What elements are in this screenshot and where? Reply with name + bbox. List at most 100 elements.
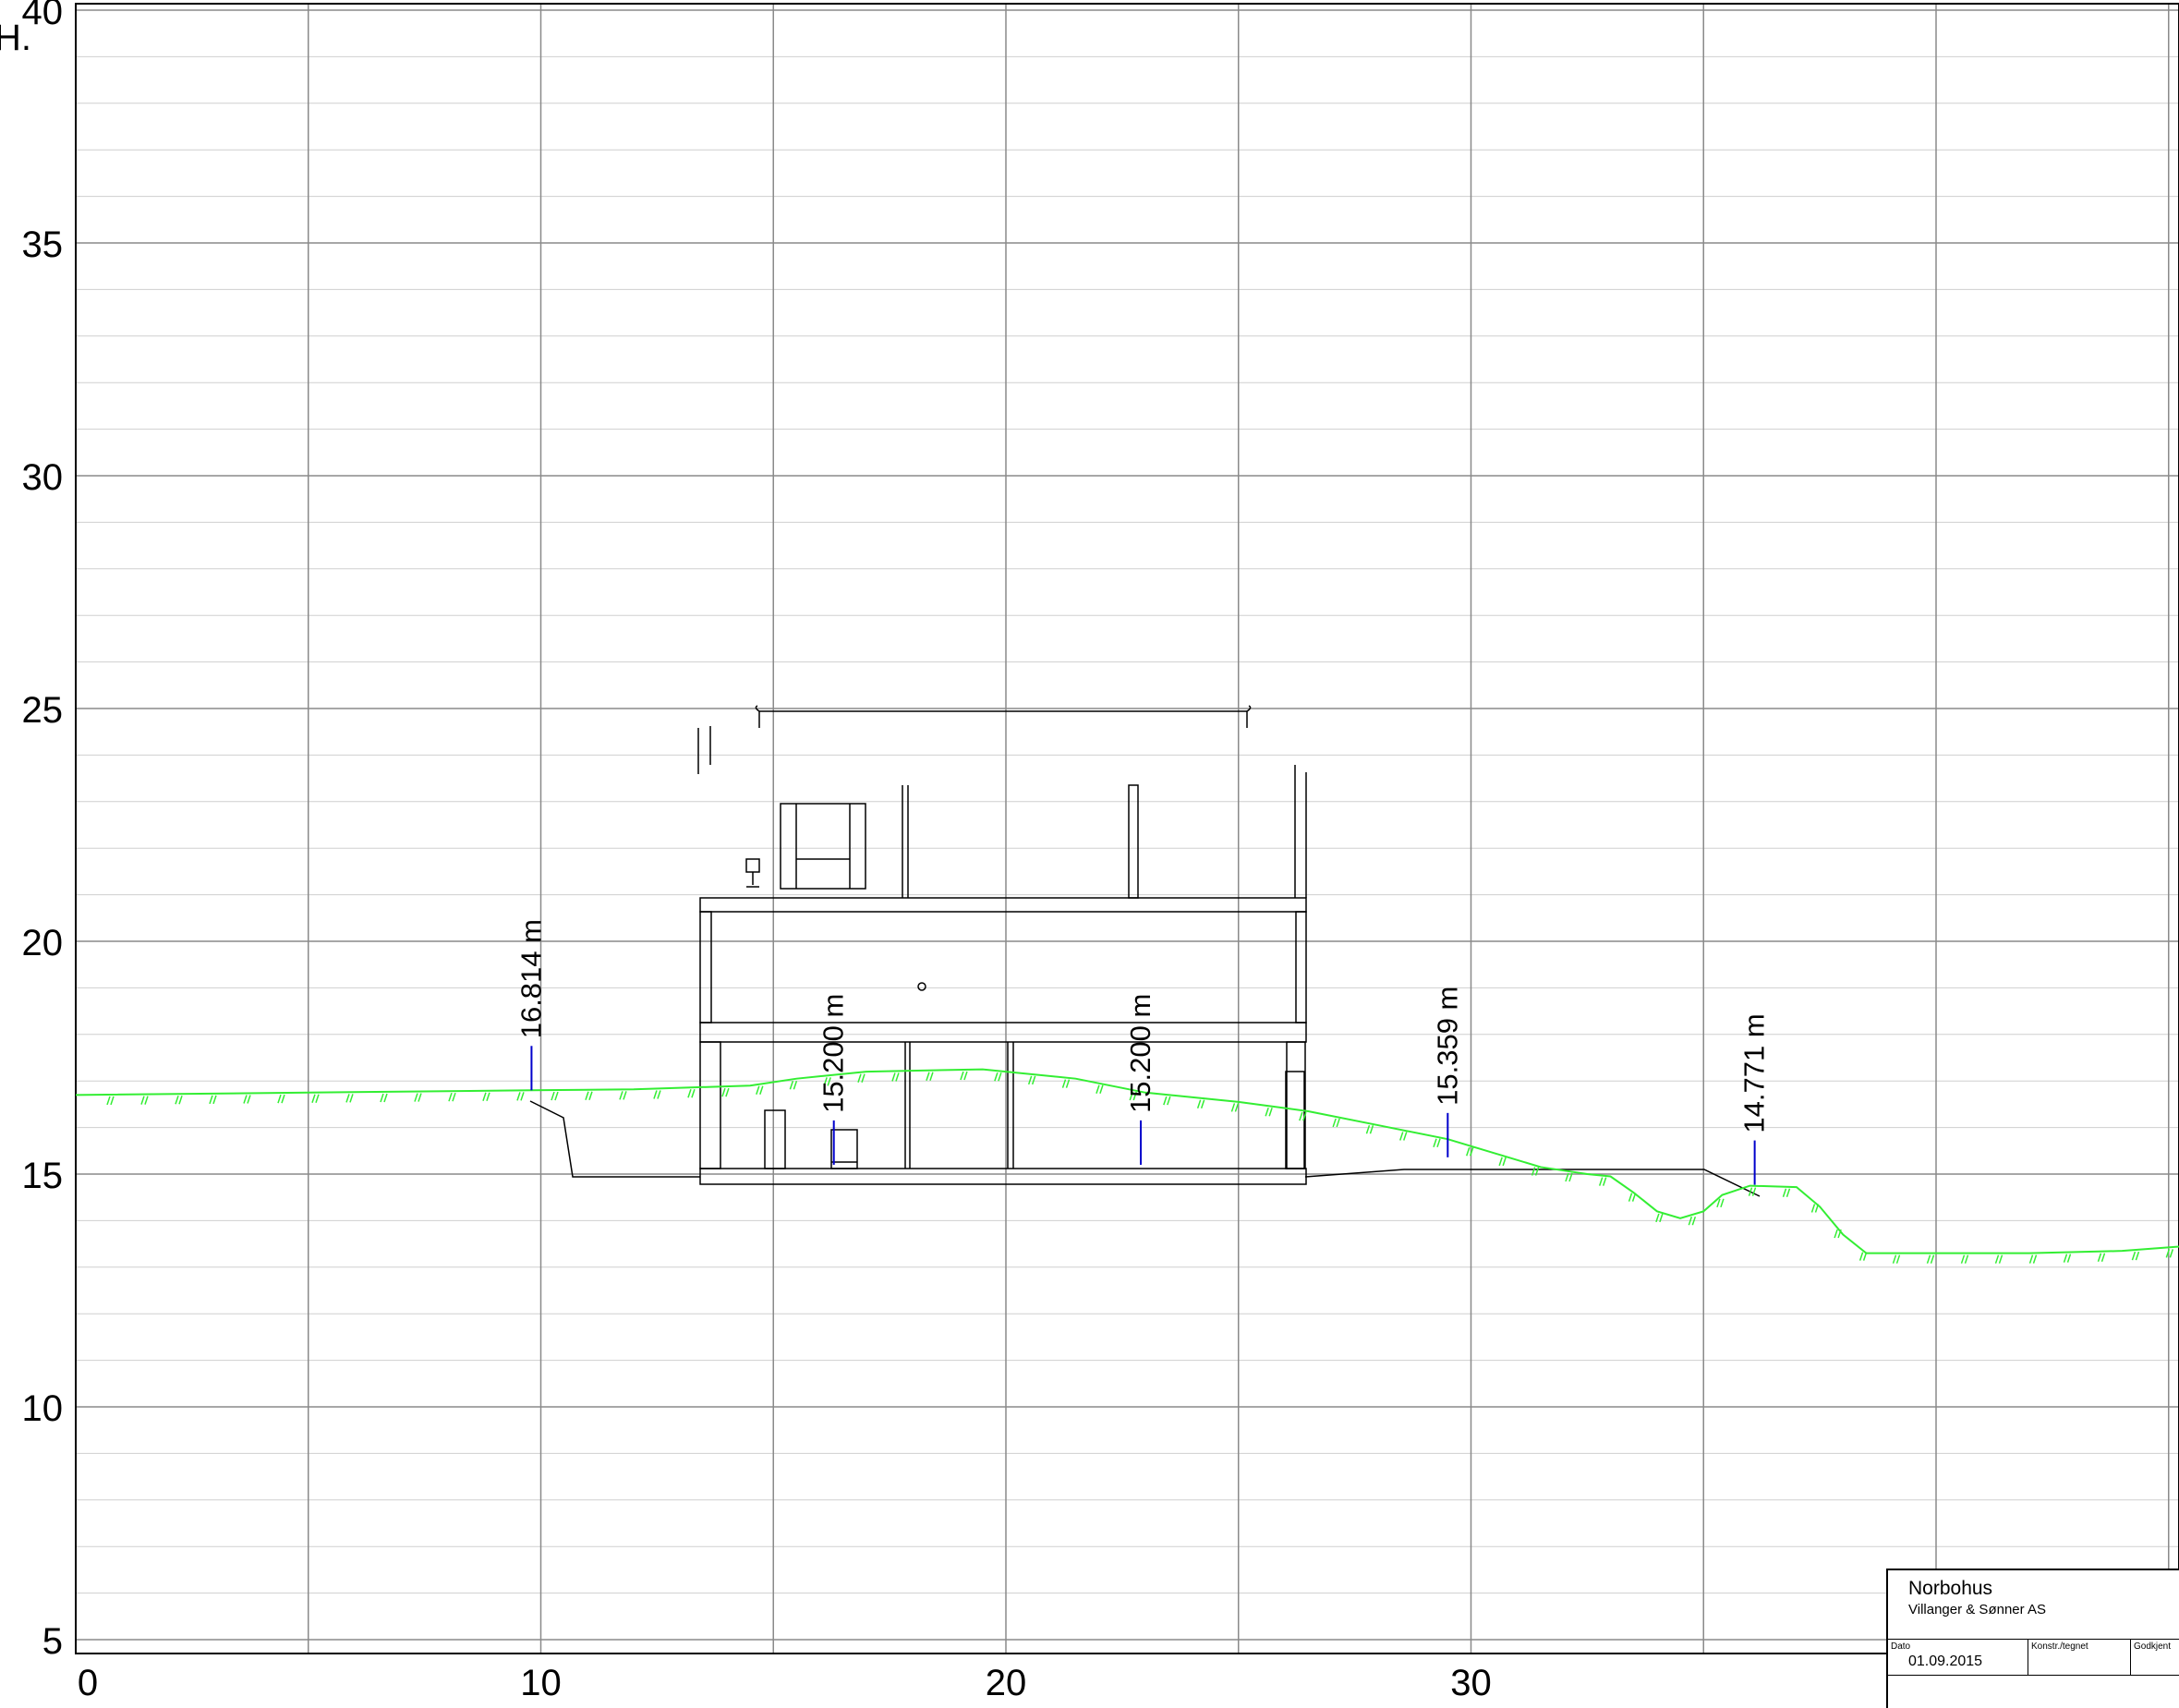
terrain-hatch xyxy=(1061,1079,1067,1088)
level-marker-label: 15.200 m xyxy=(1124,994,1156,1113)
terrain-hatch xyxy=(247,1095,251,1104)
y-tick-label: 10 xyxy=(22,1388,64,1429)
terrain-hatch xyxy=(1688,1216,1693,1226)
door-ground-right xyxy=(1285,1071,1305,1169)
roof-door xyxy=(1128,784,1139,899)
terrain-hatch xyxy=(2032,1254,2038,1264)
terrain-hatch xyxy=(2097,1253,2102,1262)
terrain-hatch xyxy=(1655,1213,1660,1223)
level-marker-label: 15.200 m xyxy=(817,994,850,1113)
terrain-hatch xyxy=(1470,1146,1474,1157)
terrain-hatch xyxy=(926,1072,930,1081)
date-label: Dato xyxy=(1891,1641,1911,1652)
title-block-row: Dato 01.09.2015 Konstr./tegnet Godkjent xyxy=(1888,1639,2179,1676)
date-value: 01.09.2015 xyxy=(1908,1653,1983,1669)
terrain-hatch xyxy=(1065,1079,1071,1088)
terrain-hatch xyxy=(1691,1216,1697,1226)
terrain-hatch xyxy=(861,1073,866,1083)
terrain-hatch xyxy=(1960,1254,1966,1264)
terrain-hatch xyxy=(1782,1188,1787,1198)
terrain-hatch xyxy=(759,1085,764,1096)
terrain-hatch xyxy=(1234,1103,1240,1112)
terrain-hatch xyxy=(1099,1084,1104,1095)
terrain-hatch xyxy=(140,1096,145,1105)
terrain-hatch xyxy=(2063,1254,2068,1263)
terrain-hatch xyxy=(520,1092,525,1101)
terrain-hatch xyxy=(857,1073,862,1083)
terrain-hatch xyxy=(1196,1099,1202,1109)
y-tick-label: 35 xyxy=(22,224,64,265)
terrain-hatch xyxy=(1336,1118,1340,1128)
terrain-hatch xyxy=(2028,1254,2034,1264)
terrain-hatch xyxy=(789,1081,794,1090)
x-tick-label: 0 xyxy=(78,1663,98,1703)
terrain-hatch xyxy=(243,1095,248,1104)
terrain-hatch xyxy=(1837,1229,1842,1239)
terrain-hatch xyxy=(1200,1099,1205,1109)
terrain-hatch xyxy=(1628,1193,1633,1202)
axis-title: H. xyxy=(0,18,31,58)
terrain-hatch xyxy=(2131,1251,2137,1261)
terrain-hatch xyxy=(1814,1204,1820,1213)
terrain-hatch xyxy=(1998,1254,2003,1264)
terrain-hatch xyxy=(448,1092,453,1102)
x-axis-labels: 0 10 20 30 xyxy=(78,1663,1492,1703)
canopy-left-hook xyxy=(755,705,760,728)
terrain-hatch xyxy=(2100,1253,2106,1262)
minor-grid xyxy=(76,55,2179,1594)
terrain-hatch xyxy=(551,1091,555,1101)
terrain-hatch xyxy=(1268,1107,1273,1117)
approved-cell: Godkjent xyxy=(2131,1640,2179,1675)
terrain-hatch xyxy=(721,1087,726,1097)
terrain-hatch xyxy=(1096,1084,1100,1095)
terrain-hatch xyxy=(212,1095,217,1105)
terrain-hatch xyxy=(960,1071,964,1081)
terrain-line xyxy=(75,1068,2179,1254)
terrain-hatch xyxy=(691,1089,696,1098)
terrain-hatch xyxy=(1265,1107,1269,1117)
y-tick-label: 15 xyxy=(22,1156,64,1196)
terrain-hatch xyxy=(1598,1177,1604,1186)
terrain-hatch xyxy=(486,1092,490,1102)
terrain-hatch xyxy=(653,1090,658,1099)
terrain-hatch xyxy=(380,1093,384,1103)
terrain-hatch xyxy=(144,1096,149,1105)
terrain-hatch xyxy=(1994,1254,2000,1264)
x-tick-label: 10 xyxy=(520,1663,562,1703)
terrain-hatch xyxy=(1862,1252,1868,1261)
terrain-hatch xyxy=(1964,1254,1969,1264)
terrain-hatch xyxy=(725,1087,730,1097)
terrain-hatch xyxy=(1399,1132,1404,1141)
terrain-hatch xyxy=(895,1072,900,1082)
terrain-hatch xyxy=(687,1089,692,1098)
drawn-label: Konstr./tegnet xyxy=(2031,1641,2088,1652)
terrain-hatch xyxy=(963,1071,968,1081)
terrain-hatch xyxy=(1466,1146,1471,1157)
date-cell: Dato 01.09.2015 xyxy=(1888,1640,2028,1675)
y-tick-label: 40 xyxy=(22,0,64,32)
y-axis-labels: 40 35 30 25 20 15 10 5 xyxy=(22,0,64,1662)
title-block: Norbohus Villanger & Sønner AS Dato 01.0… xyxy=(1886,1569,2179,1708)
terrain-hatch xyxy=(1568,1172,1573,1182)
terrain-hatch xyxy=(1786,1188,1791,1198)
terrain-hatch xyxy=(1027,1075,1033,1085)
level-marker-label: 14.771 m xyxy=(1738,1013,1771,1133)
terrain-hatch xyxy=(1565,1172,1569,1182)
terrain-profile xyxy=(75,1068,2179,1264)
approved-label: Godkjent xyxy=(2134,1641,2172,1652)
terrain-hatch xyxy=(2066,1254,2072,1263)
terrain-hatch xyxy=(1403,1132,1408,1141)
terrain-hatch xyxy=(1031,1075,1036,1085)
level-markers: 16.814 m 15.200 m 15.200 m 15.359 m 14.771 m xyxy=(514,919,1771,1185)
terrain-hatch xyxy=(1602,1177,1607,1186)
terrain-hatch xyxy=(345,1094,350,1103)
terrain-hatch xyxy=(277,1094,282,1104)
canopy-right-hook xyxy=(1246,705,1252,728)
terrain-hatch xyxy=(623,1091,627,1100)
terrain-hatch xyxy=(1498,1157,1503,1167)
terrain-hatch xyxy=(311,1094,316,1103)
terrain-hatch xyxy=(482,1092,487,1102)
terrain-hatch xyxy=(1167,1096,1171,1106)
terrain-hatch xyxy=(1858,1252,1864,1261)
y-tick-label: 5 xyxy=(42,1621,63,1662)
